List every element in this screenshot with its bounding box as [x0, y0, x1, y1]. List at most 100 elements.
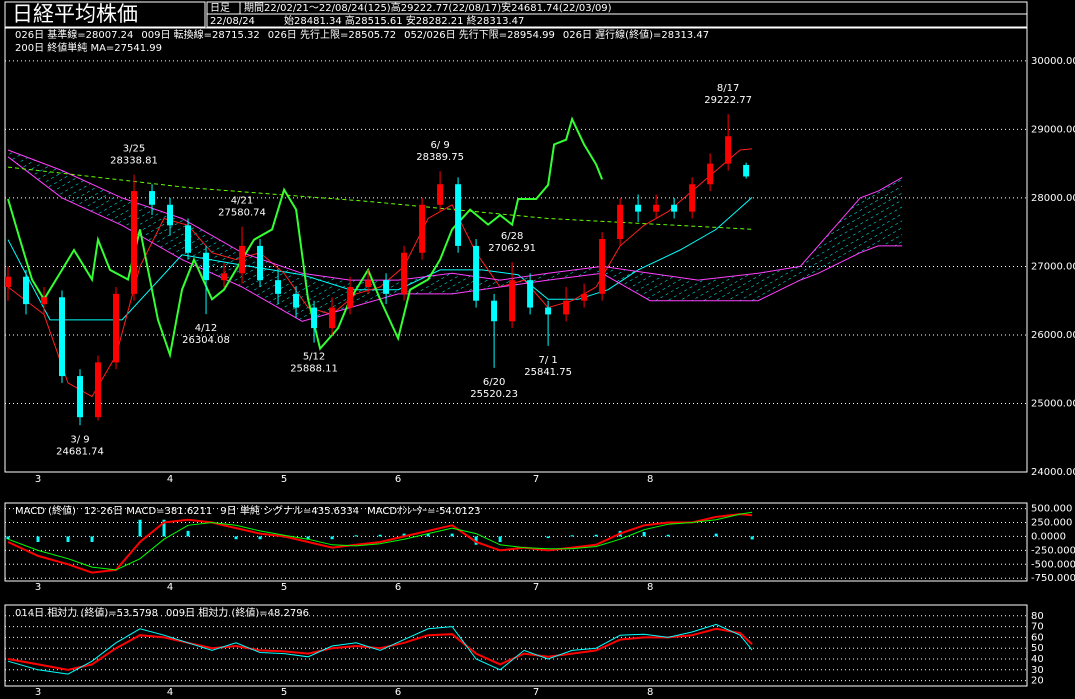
- candle-body: [509, 280, 516, 322]
- annotation-date: 3/25: [123, 144, 145, 155]
- candle-body: [95, 362, 102, 418]
- x-tick-label: 8: [647, 582, 653, 593]
- x-tick-label: 6: [395, 582, 401, 593]
- legend-entry: MACD (終値): [15, 504, 76, 517]
- y-tick-label: 24000.00: [1031, 467, 1075, 478]
- histogram-bar: [162, 519, 166, 537]
- candle-body: [473, 245, 480, 301]
- indicator-line: [7, 148, 753, 398]
- candle-body: [635, 204, 642, 212]
- x-tick-label: 7: [533, 582, 539, 593]
- date: 22/08/24: [210, 16, 255, 27]
- x-tick-label: 5: [281, 687, 287, 698]
- annotation-date: 5/12: [303, 352, 325, 363]
- title: 日経平均株価: [12, 2, 138, 26]
- x-tick-label: 3: [35, 474, 41, 485]
- histogram-bar: [594, 534, 598, 537]
- histogram-bar: [426, 533, 430, 537]
- candle-body: [185, 225, 192, 253]
- indicator-line: [7, 166, 753, 230]
- legend-entry: 014日 相対力 (終値)=53.5798: [15, 606, 158, 619]
- histogram-bar: [546, 536, 550, 539]
- candle-body: [167, 204, 174, 226]
- x-tick-label: 8: [647, 474, 653, 485]
- histogram-bar: [186, 530, 190, 537]
- histogram-bar: [450, 533, 454, 537]
- candle-body: [131, 191, 138, 294]
- candle-body: [617, 204, 624, 240]
- candle-body: [257, 245, 264, 281]
- candle-body: [707, 163, 714, 185]
- candle-body: [437, 184, 444, 205]
- candle-body: [293, 293, 300, 308]
- candle-body: [365, 280, 372, 287]
- x-tick-label: 4: [167, 474, 173, 485]
- annotation-date: 4/12: [195, 323, 217, 334]
- candle-body: [383, 280, 390, 294]
- legend-entry: 12-26日 MACD=381.6211: [84, 506, 212, 517]
- histogram-bar: [474, 536, 478, 545]
- x-tick-label: 4: [167, 687, 173, 698]
- annotation-value: 28338.81: [110, 156, 158, 167]
- candle-body: [77, 376, 84, 418]
- candle-body: [113, 293, 120, 363]
- candle-body: [5, 276, 12, 287]
- candle-body: [329, 307, 336, 329]
- histogram-bar: [258, 536, 262, 540]
- ohlc: 始28481.34 高28515.61 安28282.21 終28313.47: [284, 14, 524, 27]
- legend-entry: 009日 相対力 (終値)=48.2796: [166, 606, 309, 619]
- indicator-line: [7, 513, 753, 574]
- candle-body: [527, 280, 534, 308]
- candle-body: [311, 307, 318, 329]
- annotation-value: 29222.77: [704, 95, 752, 106]
- histogram-bar: [714, 533, 718, 537]
- candle-body: [653, 204, 660, 212]
- legend-entry: 026日 先行上限=28505.72: [268, 28, 396, 41]
- candle-body: [59, 297, 66, 377]
- title-box: [4, 1, 206, 28]
- histogram-bar: [378, 534, 382, 537]
- annotation-value: 25520.23: [470, 389, 518, 400]
- histogram-bar: [234, 536, 238, 540]
- x-tick-label: 3: [35, 582, 41, 593]
- legend-entry: 026日 基準線=28007.24: [15, 28, 133, 41]
- histogram-bar: [6, 536, 10, 540]
- y-tick-label: 30: [1031, 665, 1044, 676]
- period: 期間22/02/21～22/08/24(125)高29222.77(22/08/…: [244, 1, 612, 14]
- indicator-line: [7, 197, 753, 321]
- annotation-value: 25841.75: [524, 367, 572, 378]
- annotation-value: 24681.74: [56, 446, 104, 457]
- x-tick-label: 7: [533, 474, 539, 485]
- histogram-bar: [666, 534, 670, 537]
- legend-entry: 052/026日 先行下限=28954.99: [404, 28, 555, 41]
- legend-entry: MACDｵｼﾚｰﾀｰ=-54.0123: [367, 505, 480, 517]
- y-tick-label: 25000.00: [1031, 398, 1075, 409]
- candle-body: [563, 300, 570, 315]
- histogram-bar: [306, 536, 310, 540]
- period-label: 日足: [210, 2, 230, 14]
- annotation-value: 27580.74: [218, 208, 266, 219]
- y-tick-label: 29000.00: [1031, 124, 1075, 135]
- annotation-value: 28389.75: [416, 152, 464, 163]
- candle-body: [455, 184, 462, 246]
- candle-body: [275, 280, 282, 294]
- candle-body: [419, 204, 426, 253]
- rsi-panel: [4, 604, 1028, 687]
- annotation-date: 6/ 9: [430, 140, 449, 151]
- y-tick-label: 0.0000: [1031, 531, 1066, 542]
- indicator-line: [7, 627, 753, 671]
- candle-body: [599, 239, 606, 294]
- indicator-line: [7, 623, 753, 675]
- histogram-bar: [138, 519, 142, 537]
- annotation-value: 26304.08: [182, 335, 230, 346]
- candle-body: [23, 276, 30, 305]
- candle-body: [221, 273, 228, 281]
- histogram-bar: [36, 536, 40, 542]
- x-tick-label: 7: [533, 687, 539, 698]
- legend-entry: 026日 遅行線(終値)=28313.47: [563, 28, 709, 41]
- x-tick-label: 6: [395, 687, 401, 698]
- histogram-bar: [750, 536, 754, 540]
- x-tick-label: 5: [281, 582, 287, 593]
- y-tick-label: 40: [1031, 654, 1044, 665]
- histogram-bar: [642, 531, 646, 537]
